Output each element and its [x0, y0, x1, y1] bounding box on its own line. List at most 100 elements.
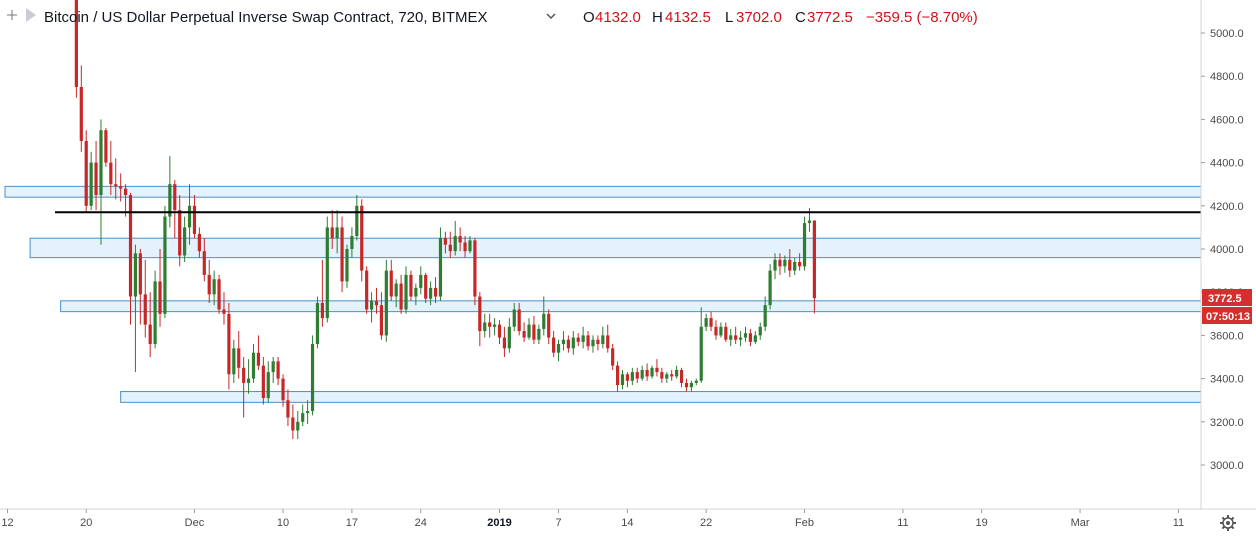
candle-body [242, 367, 246, 383]
gear-icon[interactable] [1220, 515, 1236, 531]
candle [99, 119, 103, 245]
candle [379, 292, 384, 340]
candle-body [207, 274, 211, 295]
candle [197, 227, 201, 258]
candle [763, 296, 767, 332]
candle-body [807, 220, 812, 224]
candle [148, 292, 152, 357]
candle [237, 331, 241, 379]
countdown-text: 07:50:13 [1206, 311, 1250, 323]
candle-body [665, 374, 669, 379]
high-label: H [652, 9, 663, 26]
candle-body [615, 365, 620, 386]
candle [89, 151, 93, 211]
high-value: 4132.5 [665, 9, 711, 26]
candle [773, 253, 777, 280]
candle [542, 296, 546, 336]
candle [315, 296, 320, 349]
change-value: −359.5 (−8.70%) [866, 9, 978, 26]
candle-body [758, 326, 762, 336]
candle [281, 374, 285, 407]
candle-body [625, 374, 630, 381]
collapse-icon[interactable] [26, 8, 36, 22]
x-tick-label: 2019 [487, 517, 511, 529]
candle-body [453, 236, 457, 252]
candle-body [492, 324, 497, 327]
candle [291, 404, 295, 440]
symbol-title[interactable]: Bitcoin / US Dollar Perpetual Inverse Sw… [44, 9, 488, 26]
candle-body [561, 339, 566, 345]
candle-body [256, 352, 261, 366]
candle [675, 365, 679, 379]
candle-body [350, 236, 354, 249]
candle [399, 274, 403, 314]
candle-body [517, 309, 521, 332]
y-tick-label: 3200.0 [1210, 417, 1244, 429]
close-value: 3772.5 [807, 9, 853, 26]
candle [330, 210, 334, 249]
candle [394, 279, 398, 308]
candle-body [507, 326, 511, 349]
candle [256, 335, 261, 370]
y-tick-label: 3000.0 [1210, 460, 1244, 472]
crosshair-icon[interactable] [7, 10, 17, 20]
candle [576, 333, 580, 347]
candle [128, 192, 133, 325]
candle [463, 236, 467, 258]
candle [374, 287, 379, 314]
candle [409, 270, 413, 301]
x-axis-ticks[interactable]: 12 20 Dec 10 17 24 2019 7 14 22 Feb 11 19 Mar 11 [1, 509, 1184, 529]
candle-body [497, 324, 502, 338]
candle [404, 266, 408, 314]
candle-body [340, 227, 344, 282]
candle-body [798, 261, 802, 267]
candle-body [148, 324, 152, 345]
candle-body [709, 318, 713, 327]
candle [522, 322, 526, 342]
candle [443, 231, 447, 254]
candle [665, 372, 669, 383]
candle-body [360, 205, 364, 271]
candle [689, 380, 693, 392]
candle-body [266, 372, 270, 399]
candle [158, 249, 162, 327]
candle-body [399, 283, 403, 310]
zone-1[interactable] [4, 185, 1202, 198]
candle [684, 378, 689, 392]
candle [596, 335, 600, 351]
candle-body [119, 186, 123, 189]
candle [79, 65, 83, 152]
candle-body [192, 205, 197, 234]
candle [335, 210, 339, 254]
candle [478, 292, 482, 347]
candle-body [123, 188, 128, 195]
y-axis-ticks[interactable]: 5000.04800.04600.04400.04200.04000.03800… [1201, 28, 1244, 472]
candle-body [163, 216, 167, 314]
candle-body [389, 270, 393, 297]
candle-body [576, 337, 580, 342]
zone-3[interactable] [60, 300, 1202, 313]
candle-body [114, 184, 118, 187]
candle [365, 266, 369, 314]
candle-body [301, 413, 305, 422]
candle-body [793, 261, 797, 271]
candle [738, 331, 743, 347]
candle-body [488, 322, 492, 327]
candle-body [404, 274, 408, 310]
candle-body [74, 0, 78, 87]
candle-body [281, 378, 285, 401]
candle [246, 359, 251, 394]
candle [227, 303, 231, 390]
candle-body [596, 339, 600, 345]
candle [340, 216, 344, 293]
candle [320, 259, 324, 327]
candle [601, 326, 605, 349]
candle [178, 195, 182, 267]
chevron-down-icon[interactable] [546, 13, 556, 20]
candle [561, 331, 566, 351]
candle-body [679, 369, 684, 383]
candle-body [89, 162, 93, 206]
candle-body [79, 87, 83, 141]
candle [187, 184, 192, 245]
